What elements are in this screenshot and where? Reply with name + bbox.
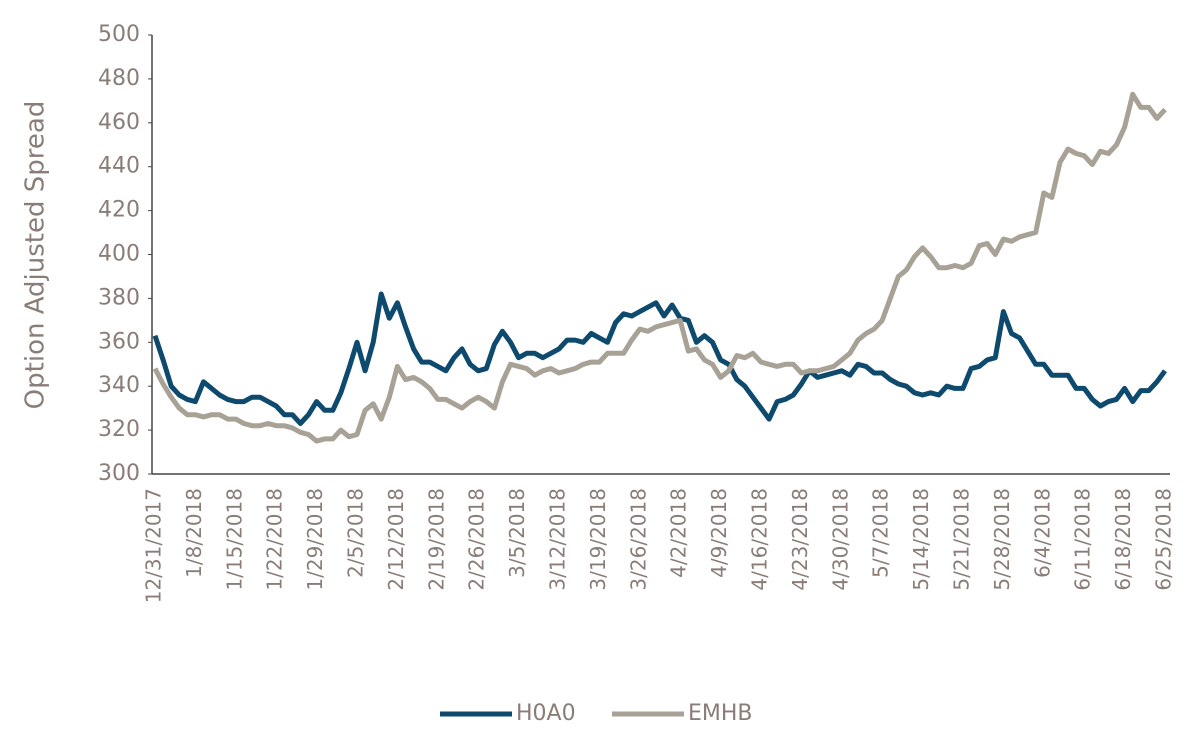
x-tick-label: 4/9/2018 — [707, 488, 731, 578]
x-tick-label: 3/5/2018 — [505, 488, 529, 578]
x-tick-label: 6/4/2018 — [1030, 488, 1054, 578]
y-tick-label: 500 — [98, 22, 140, 47]
x-tick-label: 2/26/2018 — [465, 488, 489, 591]
series-line — [152, 91, 1167, 444]
x-tick-label: 5/7/2018 — [869, 488, 893, 578]
x-tick-label: 4/23/2018 — [788, 488, 812, 591]
x-tick-label: 1/29/2018 — [303, 488, 327, 591]
y-tick-label: 480 — [98, 66, 140, 91]
y-tick-label: 340 — [98, 373, 140, 398]
y-axis-label: Option Adjusted Spread — [21, 101, 51, 410]
x-tick-label: 2/19/2018 — [424, 488, 448, 591]
x-tick-label: 2/5/2018 — [344, 488, 368, 578]
legend-label: EMHB — [688, 701, 753, 726]
series-line — [152, 291, 1168, 426]
y-tick-label: 320 — [98, 417, 140, 442]
x-tick-label: 3/12/2018 — [546, 488, 570, 591]
y-tick-label: 420 — [98, 198, 140, 223]
y-tick-label: 440 — [98, 154, 140, 179]
x-tick-label: 5/21/2018 — [950, 488, 974, 591]
x-tick-label: 3/26/2018 — [626, 488, 650, 591]
legend-label: H0A0 — [516, 701, 576, 726]
x-tick-label: 5/28/2018 — [990, 488, 1014, 591]
y-tick-label: 400 — [98, 242, 140, 267]
x-tick-label: 1/15/2018 — [222, 488, 246, 591]
y-tick-label: 460 — [98, 110, 140, 135]
y-tick-label: 360 — [98, 329, 140, 354]
x-tick-label: 4/2/2018 — [667, 488, 691, 578]
x-tick-label: 1/8/2018 — [182, 488, 206, 578]
x-tick-label: 12/31/2017 — [142, 488, 166, 603]
x-tick-label: 3/19/2018 — [586, 488, 610, 591]
x-tick-label: 6/25/2018 — [1152, 488, 1176, 591]
x-tick-label: 5/14/2018 — [909, 488, 933, 591]
x-tick-label: 2/12/2018 — [384, 488, 408, 591]
y-tick-label: 380 — [98, 285, 140, 310]
x-tick-label: 4/30/2018 — [828, 488, 852, 591]
x-tick-label: 6/11/2018 — [1071, 488, 1095, 591]
x-tick-label: 4/16/2018 — [748, 488, 772, 591]
y-tick-label: 300 — [98, 461, 140, 486]
x-tick-label: 6/18/2018 — [1111, 488, 1135, 591]
x-tick-label: 1/22/2018 — [263, 488, 287, 591]
